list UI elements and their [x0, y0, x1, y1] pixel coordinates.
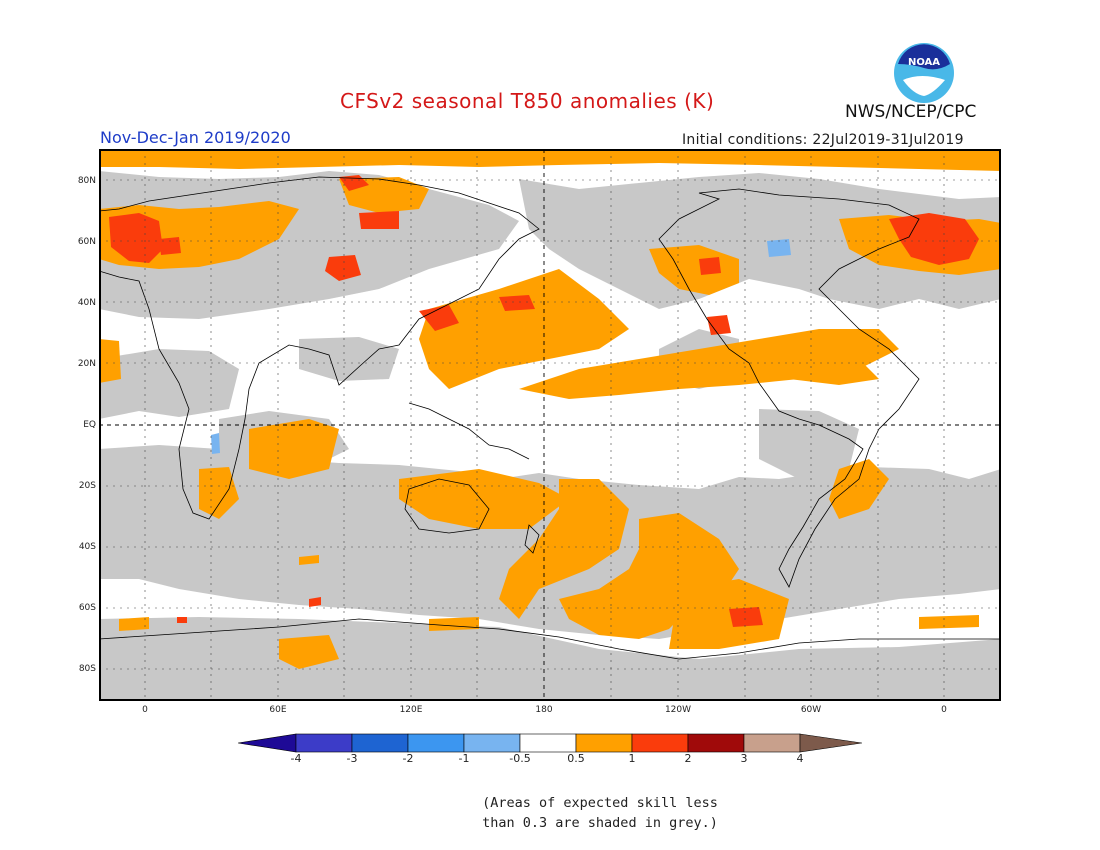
- lon-label-0-east: 0: [941, 705, 947, 715]
- colorbar-swatch-neg2-neg1: [407, 733, 465, 753]
- footnote-line-2: than 0.3 are shaded in grey.): [482, 815, 718, 831]
- negative-anomaly-blue: [211, 239, 791, 454]
- noaa-logo: NOAA: [894, 43, 954, 103]
- strong-anomaly-red: [109, 175, 979, 627]
- colorbar-swatch-3-4: [743, 733, 801, 753]
- initial-conditions: Initial conditions: 22Jul2019-31Jul2019: [682, 132, 964, 148]
- lat-label-60n: 60N: [77, 237, 96, 247]
- lon-label-120e: 120E: [399, 705, 423, 715]
- colorbar-label-neg1: -1: [458, 752, 470, 765]
- lon-label-60w: 60W: [800, 705, 822, 715]
- colorbar-label-2: 2: [684, 752, 692, 765]
- lat-label-20s: 20S: [78, 481, 96, 491]
- lon-label-0: 0: [142, 705, 148, 715]
- colorbar-swatch-1-2: [631, 733, 689, 753]
- colorbar-label-neg4: -4: [290, 752, 302, 765]
- colorbar: [238, 733, 862, 753]
- coastlines: [99, 176, 999, 660]
- colorbar-swatch-lt-neg4: [238, 733, 297, 753]
- logo-text: NOAA: [908, 57, 940, 68]
- skill-footnote: (Areas of expected skill less than 0.3 a…: [470, 793, 730, 833]
- lat-label-40n: 40N: [77, 298, 96, 308]
- lat-label-eq: EQ: [83, 420, 96, 430]
- colorbar-label-05: 0.5: [567, 752, 585, 765]
- colorbar-label-3: 3: [740, 752, 748, 765]
- colorbar-swatch-neg4-neg3: [295, 733, 353, 753]
- colorbar-label-1: 1: [628, 752, 636, 765]
- lon-label-60e: 60E: [269, 705, 287, 715]
- lat-label-60s: 60S: [78, 603, 96, 613]
- anomaly-map: [99, 149, 1001, 701]
- colorbar-label-neg2: -2: [402, 752, 414, 765]
- lat-label-80s: 80S: [78, 664, 96, 674]
- colorbar-swatch-neg1-neg05: [463, 733, 521, 753]
- grid-lines: [99, 149, 1001, 701]
- colorbar-label-neg3: -3: [346, 752, 358, 765]
- map-title: CFSv2 seasonal T850 anomalies (K): [340, 89, 715, 113]
- colorbar-swatch-gt-4: [799, 733, 862, 753]
- lat-label-40s: 40S: [78, 542, 96, 552]
- forecast-period: Nov-Dec-Jan 2019/2020: [100, 128, 291, 147]
- colorbar-swatch-2-3: [687, 733, 745, 753]
- agency-label: NWS/NCEP/CPC: [845, 102, 977, 122]
- colorbar-swatch-neutral: [519, 733, 577, 753]
- colorbar-label-4: 4: [796, 752, 804, 765]
- colorbar-label-neg05: -0.5: [509, 752, 531, 765]
- footnote-line-1: (Areas of expected skill less: [482, 795, 718, 811]
- lat-label-20n: 20N: [77, 359, 96, 369]
- equator-dateline: [99, 149, 1001, 701]
- lat-label-80n: 80N: [77, 176, 96, 186]
- lon-label-120w: 120W: [664, 705, 692, 715]
- lon-label-180: 180: [535, 705, 553, 715]
- colorbar-swatch-05-1: [575, 733, 633, 753]
- colorbar-swatch-neg3-neg2: [351, 733, 409, 753]
